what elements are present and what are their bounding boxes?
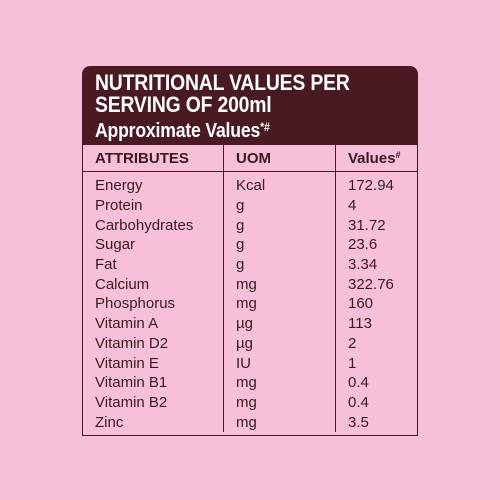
row-attribute: Vitamin B2 bbox=[95, 393, 168, 411]
nutrition-panel: NUTRITIONAL VALUES PER SERVING OF 200ml … bbox=[82, 66, 418, 436]
table-row: Protein g 4 bbox=[83, 195, 417, 216]
header-line-3: Approximate Values*# bbox=[95, 116, 378, 142]
row-attribute: Vitamin A bbox=[95, 315, 159, 333]
row-value: 113 bbox=[335, 313, 417, 334]
row-uom: IU bbox=[223, 353, 336, 373]
table-row: Vitamin B2 mg 0.4 bbox=[83, 392, 417, 413]
row-uom: g bbox=[223, 235, 336, 255]
table-row: Sugar g 23.6 bbox=[83, 235, 417, 255]
column-header-uom: UOM bbox=[223, 145, 336, 172]
row-uom: mg bbox=[223, 412, 336, 432]
row-value: 3.34 bbox=[335, 254, 417, 275]
row-attribute: Vitamin D2 bbox=[95, 334, 169, 352]
row-value: 0.4 bbox=[335, 372, 417, 393]
row-attribute: Protein bbox=[95, 197, 143, 215]
row-uom: mg bbox=[223, 392, 336, 413]
table-row: Carbohydrates g 31.72 bbox=[83, 215, 417, 236]
row-attribute: Calcium bbox=[95, 275, 150, 293]
row-uom: mg bbox=[223, 294, 336, 314]
row-value: 23.6 bbox=[335, 235, 417, 255]
row-attribute: Fat bbox=[95, 256, 117, 274]
row-uom: µg bbox=[223, 333, 336, 354]
row-uom: mg bbox=[223, 274, 336, 295]
row-attribute: Phosphorus bbox=[95, 295, 176, 313]
table-row: Vitamin E IU 1 bbox=[83, 353, 417, 373]
row-attribute: Energy bbox=[95, 177, 143, 195]
row-uom: g bbox=[223, 254, 336, 275]
row-value: 160 bbox=[335, 294, 417, 314]
header-line-3-text: Approximate Values bbox=[95, 120, 261, 142]
row-attribute: Sugar bbox=[95, 236, 136, 254]
header-line-1: NUTRITIONAL VALUES PER bbox=[95, 70, 350, 95]
nutrition-rows: Energy Kcal 172.94 Protein g 4 Carbohydrates g 3… bbox=[83, 171, 417, 432]
table-row: Vitamin A µg 113 bbox=[83, 313, 417, 334]
table-row: Vitamin D2 µg 2 bbox=[83, 333, 417, 354]
row-value: 2 bbox=[335, 333, 417, 354]
table-row: Vitamin B1 mg 0.4 bbox=[83, 372, 417, 393]
row-value: 1 bbox=[335, 353, 417, 373]
nutrition-header: NUTRITIONAL VALUES PER SERVING OF 200ml … bbox=[83, 67, 417, 145]
row-value: 172.94 bbox=[335, 171, 417, 196]
row-uom: mg bbox=[223, 372, 336, 393]
column-header-attributes: ATTRIBUTES bbox=[83, 145, 224, 172]
table-row: Zinc mg 3.5 bbox=[83, 412, 417, 432]
row-attribute: Vitamin B1 bbox=[95, 374, 168, 392]
row-attribute: Vitamin E bbox=[95, 354, 159, 372]
row-value: 3.5 bbox=[335, 412, 417, 432]
column-header-values-mark: # bbox=[395, 149, 401, 160]
column-header-values: Values# bbox=[335, 145, 417, 172]
row-value: 322.76 bbox=[335, 274, 417, 295]
row-uom: Kcal bbox=[223, 171, 336, 196]
column-header-values-text: Values bbox=[348, 149, 396, 167]
header-line-3-mark: *# bbox=[260, 120, 270, 134]
row-value: 4 bbox=[335, 195, 417, 216]
row-uom: g bbox=[223, 215, 336, 236]
table-row: Calcium mg 322.76 bbox=[83, 274, 417, 295]
table-header-row: ATTRIBUTES UOM Values# bbox=[83, 145, 417, 172]
table-row: Fat g 3.34 bbox=[83, 254, 417, 275]
row-uom: µg bbox=[223, 313, 336, 334]
row-attribute: Carbohydrates bbox=[95, 216, 194, 234]
row-attribute: Zinc bbox=[95, 413, 124, 431]
header-line-2: SERVING OF 200ml bbox=[95, 92, 272, 117]
table-row: Phosphorus mg 160 bbox=[83, 294, 417, 314]
row-uom: g bbox=[223, 195, 336, 216]
row-value: 0.4 bbox=[335, 392, 417, 413]
nutrition-table: ATTRIBUTES UOM Values# Energy Kcal 172.94 P… bbox=[83, 145, 417, 432]
row-value: 31.72 bbox=[335, 215, 417, 236]
table-row: Energy Kcal 172.94 bbox=[83, 171, 417, 196]
